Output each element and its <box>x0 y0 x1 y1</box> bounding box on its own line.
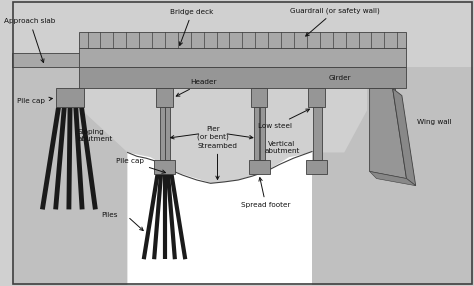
Text: Header: Header <box>176 79 216 96</box>
Polygon shape <box>392 88 416 186</box>
Bar <box>156 88 173 108</box>
Bar <box>313 108 322 160</box>
Bar <box>249 160 270 174</box>
Bar <box>79 67 407 88</box>
Polygon shape <box>128 152 312 285</box>
Bar <box>56 88 84 108</box>
Bar <box>367 67 474 110</box>
Polygon shape <box>370 88 407 178</box>
Bar <box>255 108 259 160</box>
Text: Low steel: Low steel <box>258 109 310 129</box>
Bar <box>307 160 327 174</box>
Bar <box>79 48 407 67</box>
Bar <box>308 88 325 108</box>
Text: Piles: Piles <box>101 212 118 218</box>
Text: Girder: Girder <box>328 75 351 81</box>
Polygon shape <box>12 110 128 285</box>
Text: Pier
(or bent): Pier (or bent) <box>197 126 229 140</box>
Polygon shape <box>372 88 395 174</box>
Text: Bridge deck: Bridge deck <box>171 9 214 45</box>
Text: Sloping
abutment: Sloping abutment <box>78 129 113 142</box>
Bar <box>12 67 79 110</box>
Text: Guardrail (or safety wall): Guardrail (or safety wall) <box>290 7 380 36</box>
Text: Approach slab: Approach slab <box>4 18 55 62</box>
Polygon shape <box>128 152 312 285</box>
Text: Pile cap: Pile cap <box>116 158 165 173</box>
Bar <box>165 108 170 160</box>
Bar <box>155 160 175 174</box>
Text: Wing wall: Wing wall <box>417 119 451 125</box>
Bar <box>79 31 407 48</box>
Polygon shape <box>312 110 474 285</box>
Bar <box>160 108 164 160</box>
Bar <box>251 88 267 108</box>
Text: Vertical
abutment: Vertical abutment <box>264 141 300 154</box>
Polygon shape <box>370 172 416 186</box>
Bar <box>12 53 82 67</box>
Text: Spread footer: Spread footer <box>241 178 291 208</box>
Text: Pile cap: Pile cap <box>17 97 52 104</box>
Bar <box>260 108 264 160</box>
Text: Streambed: Streambed <box>198 143 237 179</box>
